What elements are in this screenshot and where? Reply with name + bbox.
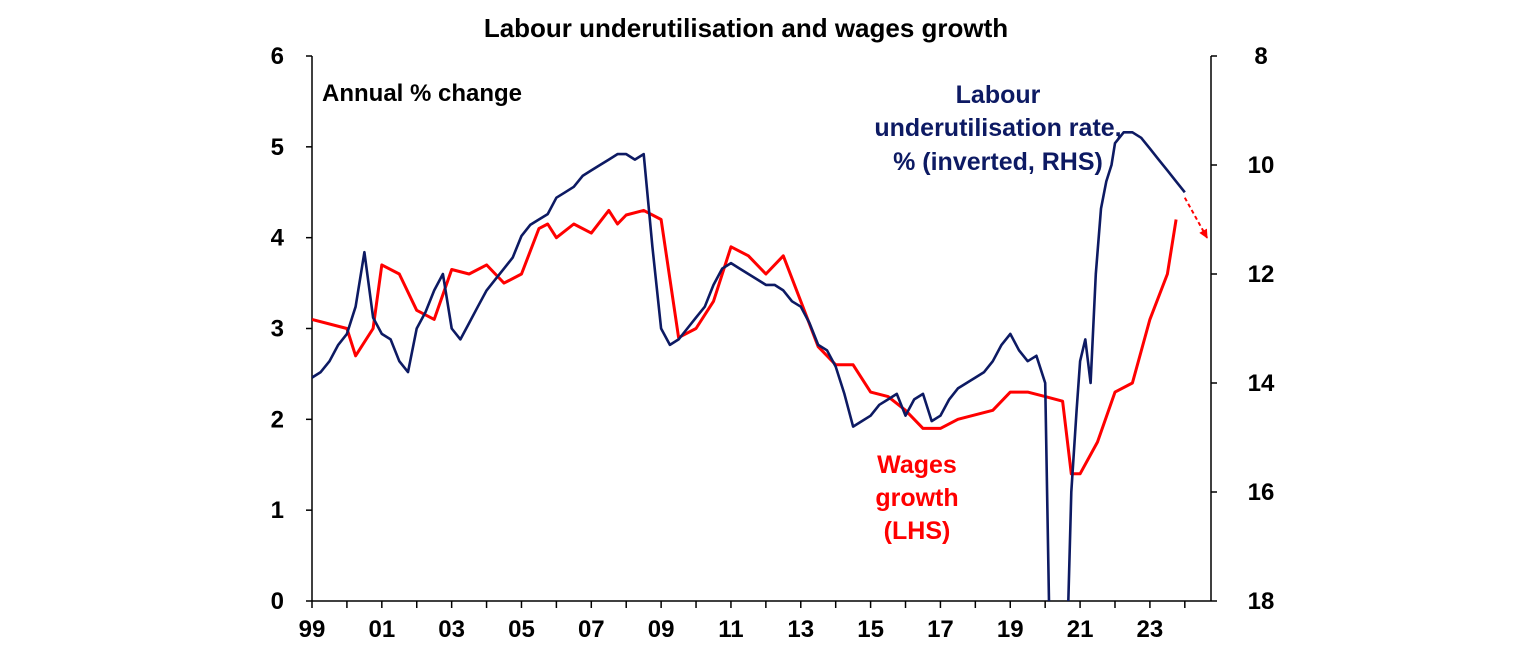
y-left-tick-label: 2: [271, 406, 284, 433]
y-left-tick-label: 6: [271, 43, 284, 70]
x-tick-label: 01: [368, 616, 395, 643]
series-line-wages: [312, 208, 1178, 476]
x-tick-label: 13: [787, 616, 814, 643]
x-tick-label: 21: [1067, 616, 1094, 643]
y-left-tick-label: 1: [271, 497, 284, 524]
y-left-tick-label: 3: [271, 316, 284, 343]
x-tick-label: 03: [438, 616, 465, 643]
series-label-underutilisation: Labour underutilisation rate, % (inverte…: [874, 81, 1121, 176]
series-line-underutilisation: [312, 131, 1186, 601]
annotation-annual-change: Annual % change: [322, 80, 522, 107]
series-label-line: % (inverted, RHS): [893, 148, 1103, 176]
series-label-line: Labour: [956, 81, 1041, 109]
series-label-line: (LHS): [884, 517, 951, 545]
y-right-tick-label: 16: [1248, 479, 1275, 506]
y-right-tick-label: 8: [1254, 43, 1267, 70]
x-tick-label: 05: [508, 616, 535, 643]
y-left-tick-label: 4: [271, 225, 285, 252]
y-right-tick-label: 14: [1248, 370, 1275, 397]
forecast-arrowhead: [1199, 228, 1208, 239]
x-tick-label: 15: [857, 616, 884, 643]
x-tick-label: 09: [648, 616, 675, 643]
y-right-tick-label: 12: [1248, 261, 1275, 288]
x-tick-label: 07: [578, 616, 605, 643]
series-label-wages: Wages growth (LHS): [875, 451, 958, 545]
x-tick-label: 23: [1137, 616, 1164, 643]
y-left-tick-label: 0: [271, 588, 284, 615]
series-label-line: Wages: [877, 451, 957, 479]
series-label-line: growth: [875, 484, 958, 512]
chart-title: Labour underutilisation and wages growth: [484, 13, 1008, 43]
y-right-tick-label: 10: [1248, 152, 1275, 179]
x-tick-label: 17: [927, 616, 954, 643]
series-label-line: underutilisation rate,: [874, 114, 1121, 142]
x-tick-label: 19: [997, 616, 1024, 643]
y-left-tick-label: 5: [271, 134, 284, 161]
x-tick-label: 99: [299, 616, 326, 643]
y-right-tick-label: 18: [1248, 588, 1275, 615]
x-tick-label: 11: [718, 616, 743, 643]
